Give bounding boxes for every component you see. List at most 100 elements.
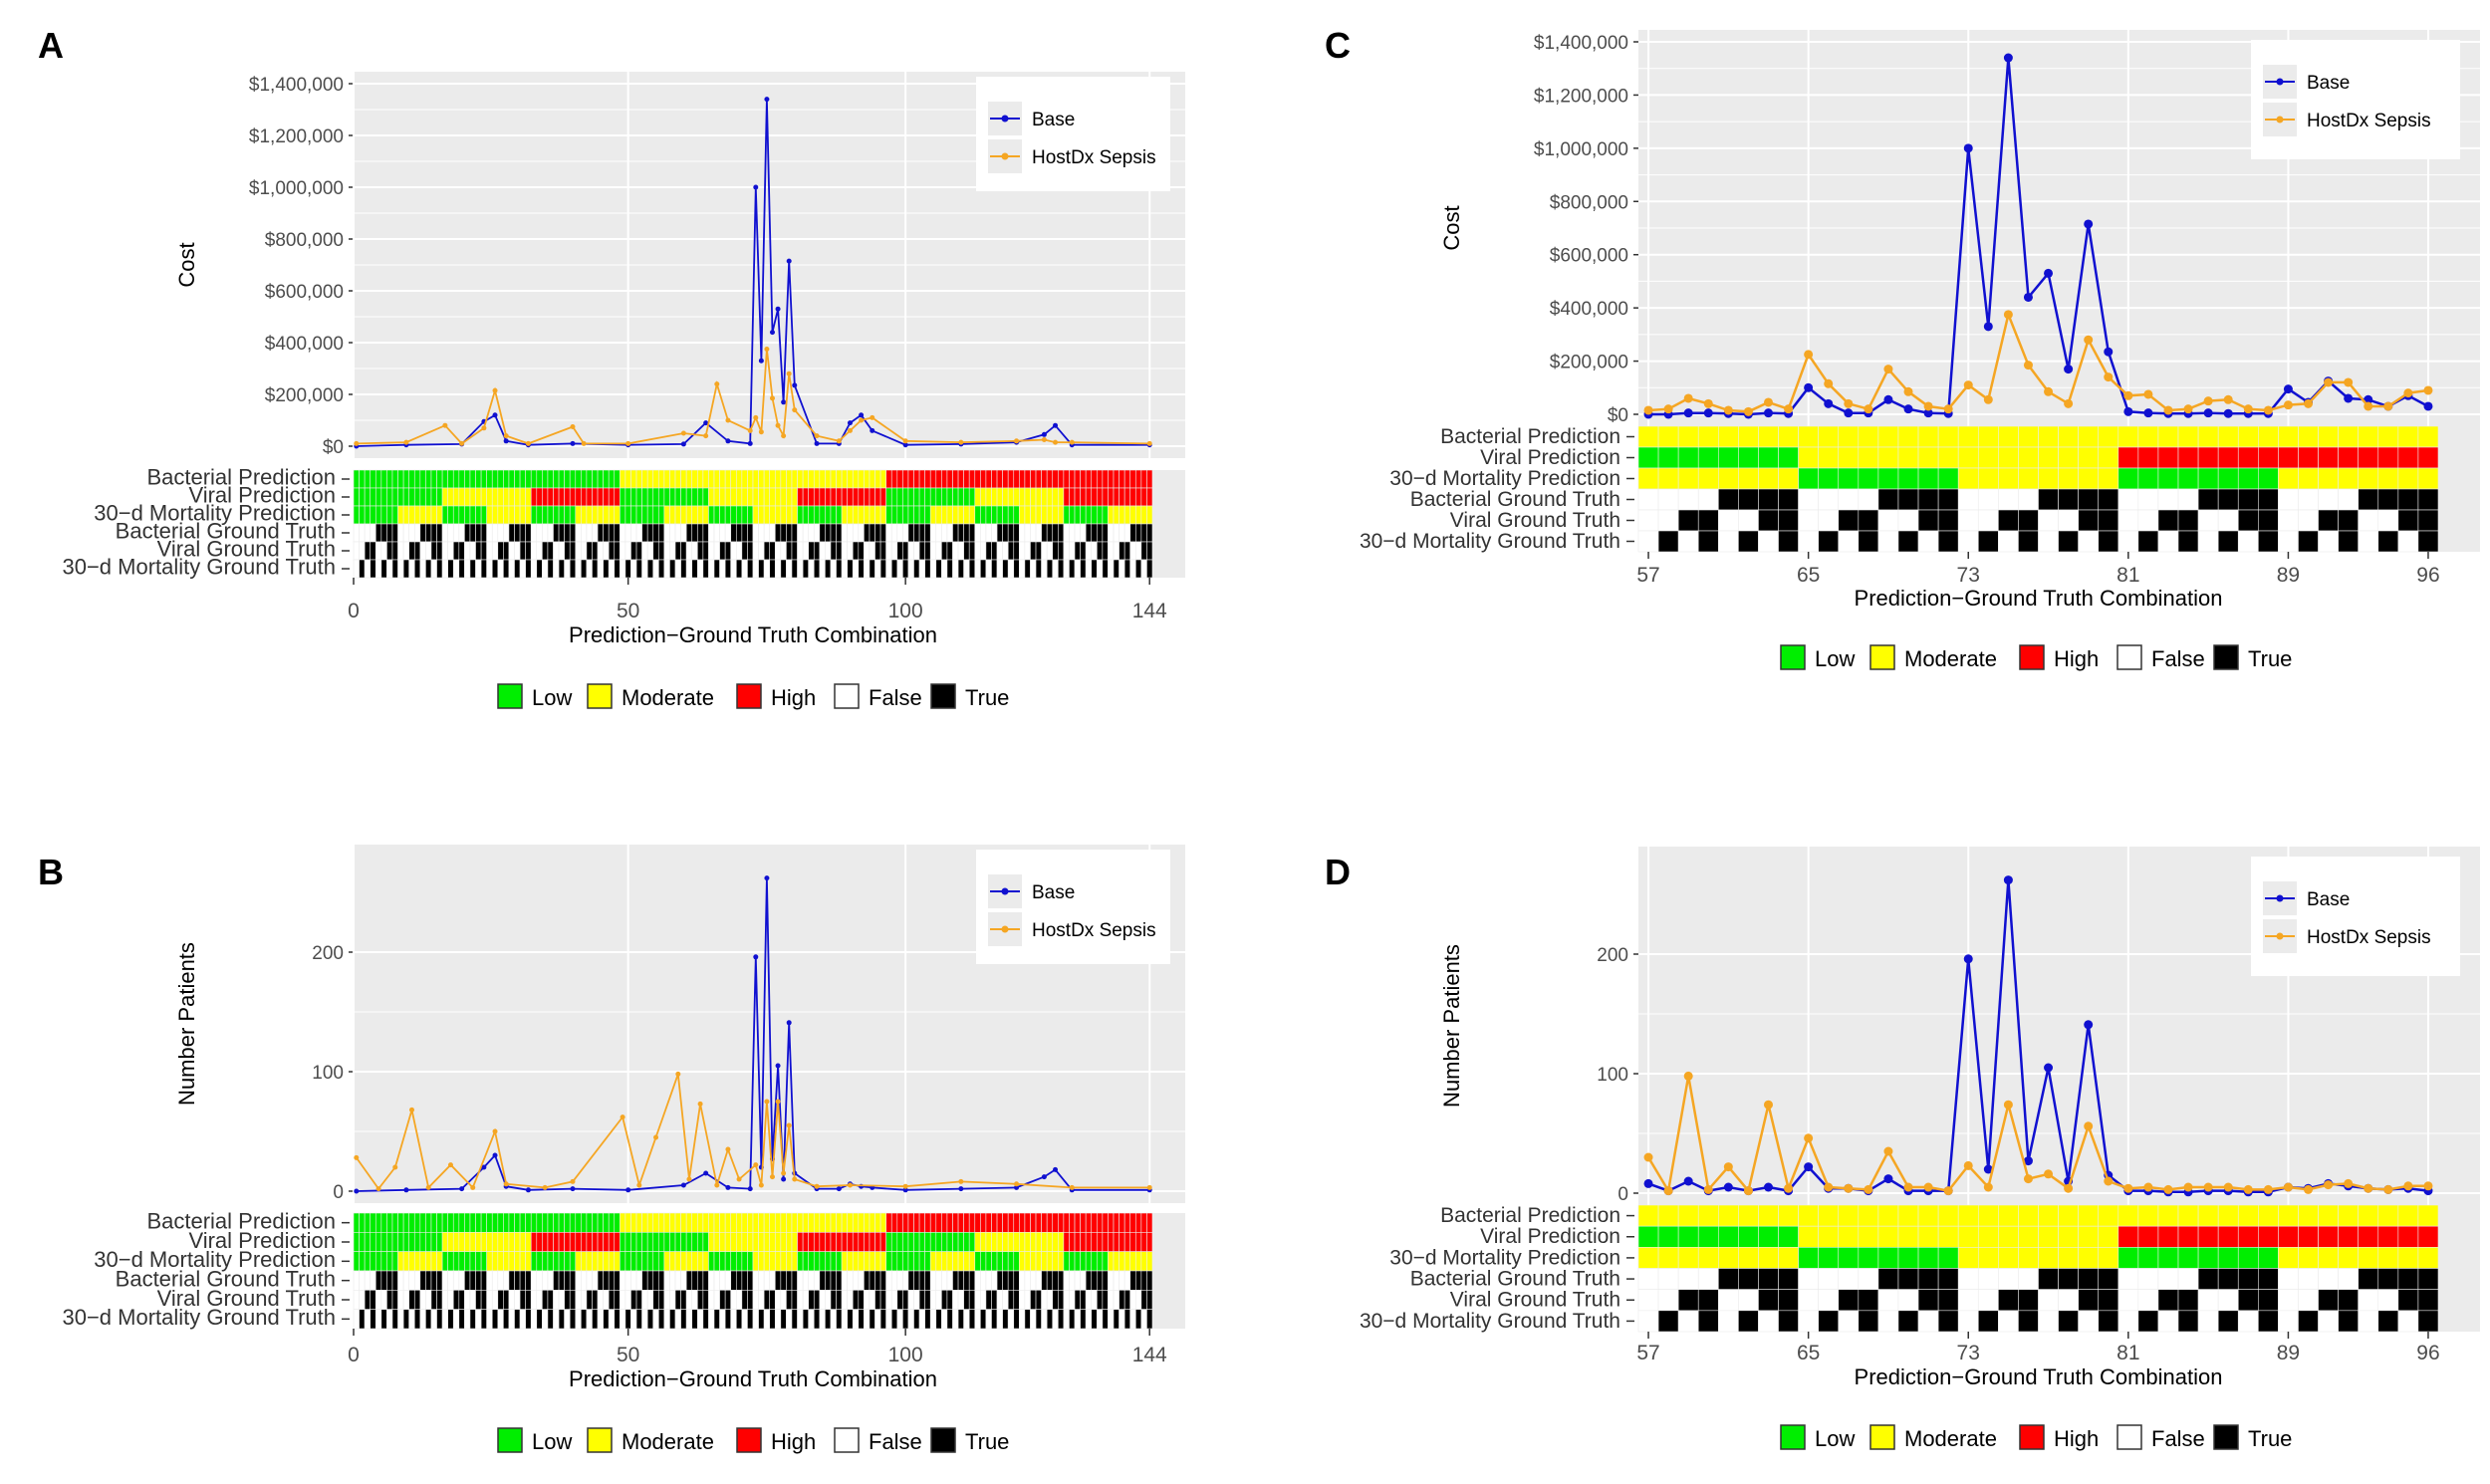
heatmap-cell [2258,1225,2279,1248]
heatmap-cell [1858,1204,1879,1227]
heatmap-cell [353,1212,360,1233]
heatmap-cell [652,505,659,525]
heatmap-cell [1677,467,1699,490]
heatmap-cell [713,559,720,579]
data-point-base [625,1187,631,1193]
heatmap-cell [957,505,964,525]
heatmap-cell [685,541,693,561]
heatmap-cell [685,1251,693,1272]
heatmap-cell [1657,467,1679,490]
heatmap-cell [353,1232,360,1252]
heatmap-cell [952,541,959,561]
heatmap-cell [1058,523,1065,543]
heatmap-cell [2298,425,2319,448]
heatmap-cell [991,523,998,543]
heatmap-cell [1113,541,1120,561]
heatmap-cell [614,487,621,507]
heatmap-cell [830,559,837,579]
heatmap-cell [669,559,676,579]
heatmap-cell [685,559,693,579]
heatmap-cell [1013,1251,1020,1272]
data-point-hostdx [2423,385,2433,395]
heatmap-cell [1758,530,1779,553]
heatmap-cell [752,505,759,525]
heatmap-cell [2038,1247,2059,1269]
heatmap-cell [702,469,709,489]
heatmap-cell [1937,1310,1959,1333]
heatmap-cell [386,1309,393,1330]
heatmap-cell [597,469,604,489]
heatmap-cell [758,1251,765,1272]
heatmap-cell [724,1232,732,1252]
heatmap-cell [441,487,448,507]
heatmap-cell [2137,1310,2159,1333]
data-point-hostdx [764,1099,770,1105]
heatmap-cell [624,1270,631,1291]
heatmap-cell [864,523,871,543]
heatmap-cell [963,1290,970,1310]
heatmap-cell [1108,541,1115,561]
data-point-base [403,1187,409,1193]
heatmap-cell [763,1232,771,1252]
heatmap-cell [864,1270,871,1291]
heatmap-cell [1097,1251,1104,1272]
series-line-hostdx [1646,1076,2428,1195]
heatmap-cell [918,487,925,507]
heatmap-cell [980,523,987,543]
data-point-hostdx [769,1174,775,1180]
heatmap-cell [1035,1251,1042,1272]
heatmap-cell [624,559,631,579]
heatmap-cell [907,469,914,489]
heatmap-cell [364,541,372,561]
heatmap-row-label: 30−d Mortality Ground Truth [62,554,336,579]
heatmap-cell [702,1309,709,1330]
heatmap-cell [852,1309,860,1330]
heatmap-cell [702,559,709,579]
heatmap-cell [1877,530,1899,553]
heatmap-cell [1024,523,1031,543]
heatmap-cell [980,1251,987,1272]
heatmap-cell [419,505,426,525]
heatmap-cell [497,523,504,543]
heatmap-cell [1091,1232,1098,1252]
heatmap-cell [480,1290,487,1310]
heatmap-cell [447,1251,454,1272]
data-point-hostdx [958,439,964,445]
heatmap-cell [620,523,626,543]
heatmap-cell [830,1309,837,1330]
heatmap-cell [608,1251,616,1272]
data-point-hostdx [1069,439,1075,445]
heatmap-cell [719,1309,726,1330]
heatmap-cell [569,1290,577,1310]
heatmap-cell [2018,467,2039,490]
x-axis-label: Prediction−Ground Truth Combination [1855,1364,2223,1389]
heatmap-cell [1002,1232,1009,1252]
data-point-hostdx [2064,1183,2074,1193]
legend-key-dot [1001,925,1009,933]
heatmap-cell [1957,446,1979,469]
heatmap-cell [697,541,704,561]
y-tick-label: 0 [333,1182,344,1203]
heatmap-cell [836,505,843,525]
heatmap-cell [852,1270,860,1291]
heatmap-cell [374,523,382,543]
heatmap-cell [1063,469,1070,489]
x-tick-label: 0 [348,600,360,622]
heatmap-cell [1035,1309,1042,1330]
heatmap-cell [907,1270,914,1291]
heatmap-cell [879,487,886,507]
heatmap-cell [1074,1270,1081,1291]
heatmap-cell [519,559,526,579]
heatmap-cell [2258,530,2279,553]
heatmap-cell [819,1290,826,1310]
heatmap-cell [674,523,681,543]
heatmap-cell [946,1290,953,1310]
heatmap-cell [641,1232,648,1252]
heatmap-cell [514,1290,521,1310]
heatmap-cell [402,559,409,579]
heatmap-cell [2417,446,2439,469]
heatmap-cell [858,505,865,525]
heatmap-cell [1002,487,1009,507]
heatmap-cell [1119,1270,1125,1291]
heatmap-cell [2137,509,2159,532]
